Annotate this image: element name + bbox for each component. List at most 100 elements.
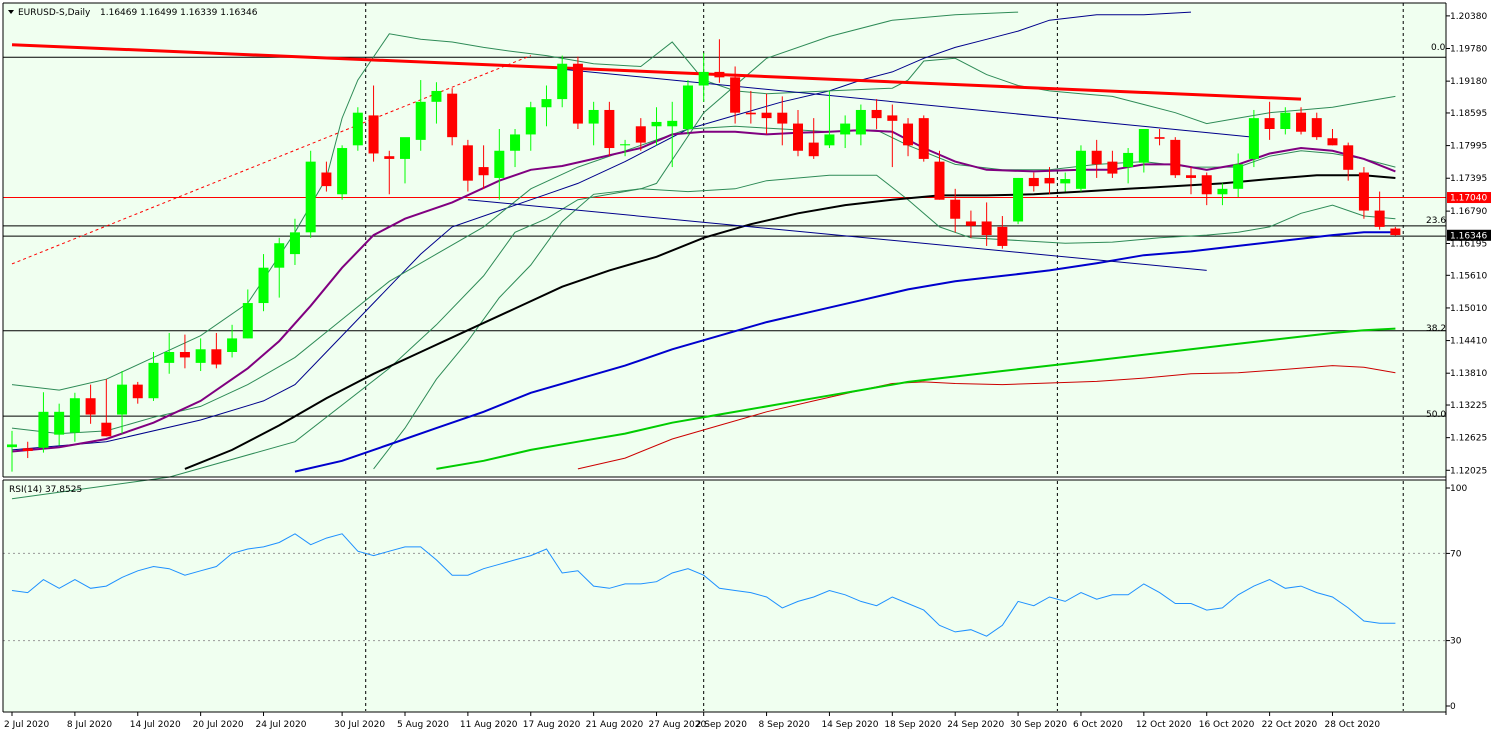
candle[interactable] (1280, 107, 1291, 135)
candle[interactable] (1390, 226, 1401, 236)
candle[interactable] (541, 85, 552, 127)
candle[interactable] (525, 101, 536, 151)
candle[interactable] (1028, 172, 1039, 192)
candle[interactable] (447, 88, 458, 146)
candle[interactable] (1186, 167, 1196, 195)
candle[interactable] (1091, 139, 1102, 178)
candle[interactable] (195, 338, 206, 372)
candle[interactable] (730, 66, 741, 124)
candle[interactable] (321, 161, 332, 192)
candle[interactable] (934, 150, 945, 200)
candle[interactable] (384, 150, 395, 195)
candle[interactable] (808, 118, 819, 159)
candle[interactable] (1170, 137, 1181, 178)
candle[interactable] (557, 55, 568, 108)
candle[interactable] (38, 392, 49, 453)
candle-body (1248, 118, 1259, 159)
candle[interactable] (855, 104, 866, 146)
candle[interactable] (1248, 109, 1259, 168)
candle[interactable] (1358, 167, 1369, 219)
candle-body (1013, 177, 1024, 222)
candle[interactable] (211, 332, 222, 369)
candle[interactable] (85, 384, 96, 424)
candle[interactable] (1264, 101, 1275, 140)
candle[interactable] (698, 52, 709, 102)
candle[interactable] (69, 392, 80, 442)
candle[interactable] (871, 99, 882, 130)
candles[interactable] (7, 39, 1401, 472)
candle[interactable] (1044, 167, 1055, 195)
candle[interactable] (101, 379, 112, 437)
candle[interactable] (1233, 153, 1244, 197)
candle[interactable] (572, 56, 583, 130)
candle[interactable] (824, 90, 835, 149)
envelope-line (11, 11, 1019, 500)
candle[interactable] (1013, 177, 1024, 225)
candle[interactable] (462, 139, 473, 192)
candle[interactable] (918, 115, 929, 162)
candle[interactable] (840, 115, 851, 149)
candle[interactable] (1374, 191, 1385, 230)
candle[interactable] (714, 39, 725, 83)
candle[interactable] (510, 129, 521, 168)
candle[interactable] (761, 93, 772, 135)
candle[interactable] (887, 104, 898, 168)
candle[interactable] (777, 96, 788, 146)
candle[interactable] (1217, 183, 1228, 206)
candle[interactable] (305, 150, 316, 238)
candle[interactable] (368, 85, 379, 162)
candle[interactable] (1075, 145, 1086, 192)
candle[interactable] (227, 324, 238, 358)
candle[interactable] (1201, 172, 1212, 206)
candle[interactable] (148, 351, 159, 401)
candle[interactable] (1296, 107, 1307, 135)
candle[interactable] (903, 118, 914, 157)
candle[interactable] (415, 80, 426, 151)
candle[interactable] (258, 254, 269, 312)
candle[interactable] (478, 145, 489, 189)
candle[interactable] (635, 118, 646, 151)
candle-body (824, 134, 835, 146)
candle[interactable] (1311, 112, 1322, 140)
candle[interactable] (1107, 150, 1118, 178)
candle[interactable] (22, 441, 33, 459)
candle-body (777, 112, 788, 124)
candle[interactable] (1327, 129, 1338, 146)
candle[interactable] (352, 107, 363, 151)
candle[interactable] (793, 109, 803, 157)
candle[interactable] (950, 188, 961, 233)
candle[interactable] (132, 381, 143, 404)
candle[interactable] (651, 107, 662, 146)
candle[interactable] (588, 101, 599, 146)
candle[interactable] (620, 139, 631, 157)
candle[interactable] (997, 216, 1008, 249)
candle[interactable] (745, 90, 756, 124)
candle[interactable] (431, 82, 442, 124)
candle[interactable] (274, 237, 285, 298)
candle[interactable] (54, 403, 65, 446)
candle[interactable] (667, 101, 678, 168)
dropdown-arrow-icon[interactable] (8, 10, 14, 14)
candle[interactable] (604, 101, 615, 157)
candle[interactable] (1060, 172, 1071, 192)
candle[interactable] (242, 289, 253, 339)
candle[interactable] (1123, 148, 1134, 184)
date-tick-label: 22 Oct 2020 (1262, 720, 1318, 730)
candle[interactable] (179, 334, 190, 369)
candle[interactable] (1154, 129, 1165, 146)
candle[interactable] (1138, 129, 1149, 173)
candle[interactable] (965, 210, 976, 238)
candle[interactable] (337, 145, 348, 200)
fib-label-38-2: 38.2 (1426, 324, 1446, 334)
candle[interactable] (400, 137, 410, 184)
candle[interactable] (117, 371, 128, 434)
candle[interactable] (289, 218, 300, 265)
candle[interactable] (494, 129, 505, 200)
candle[interactable] (7, 430, 17, 472)
candle[interactable] (981, 202, 992, 246)
candle[interactable] (164, 332, 175, 374)
candle[interactable] (1343, 142, 1354, 181)
candle[interactable] (682, 80, 693, 135)
price-tick-label: 1.19180 (1450, 77, 1487, 87)
